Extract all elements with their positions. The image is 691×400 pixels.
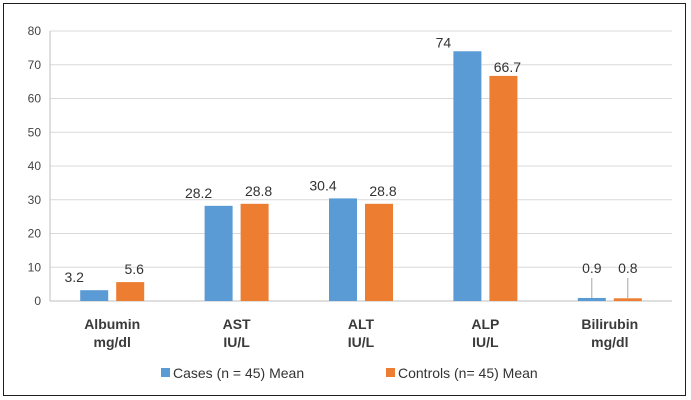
data-label: 28.8 <box>245 183 272 199</box>
bar-cases <box>577 297 606 301</box>
x-category-label: IU/L <box>472 334 499 350</box>
bar-controls <box>240 203 269 301</box>
data-label: 28.8 <box>369 183 396 199</box>
legend-label: Cases (n = 45) Mean <box>173 365 304 381</box>
y-tick-label: 80 <box>28 24 42 38</box>
y-tick-label: 40 <box>28 159 42 173</box>
data-label: 0.9 <box>582 260 602 276</box>
bar-controls <box>489 75 518 301</box>
data-label: 28.2 <box>185 185 212 201</box>
x-category-label: Bilirubin <box>581 316 638 332</box>
y-tick-label: 10 <box>28 260 42 274</box>
x-category-label: IU/L <box>348 334 375 350</box>
bar-controls <box>365 203 393 301</box>
bar-controls <box>613 298 642 301</box>
y-tick-label: 70 <box>28 58 42 72</box>
bar-cases <box>453 51 482 301</box>
y-tick-label: 20 <box>28 227 42 241</box>
data-label: 5.6 <box>124 261 144 277</box>
bar-cases <box>329 198 357 301</box>
x-category-label: mg/dl <box>94 334 131 350</box>
x-category-label: mg/dl <box>591 334 628 350</box>
data-label: 30.4 <box>309 177 336 193</box>
x-category-label: IU/L <box>223 334 250 350</box>
y-tick-label: 50 <box>28 125 42 139</box>
x-category-label: ALP <box>471 316 499 332</box>
x-category-label: Albumin <box>84 316 140 332</box>
legend-swatch <box>161 368 170 377</box>
data-label: 3.2 <box>64 269 84 285</box>
legend-swatch <box>386 368 395 377</box>
data-label: 74 <box>436 34 452 50</box>
x-category-label: AST <box>223 316 251 332</box>
bar-controls <box>116 282 145 301</box>
y-tick-label: 0 <box>34 294 41 308</box>
bar-cases <box>80 290 109 301</box>
data-label: 0.8 <box>618 260 638 276</box>
legend-label: Controls (n= 45) Mean <box>398 365 538 381</box>
data-label: 66.7 <box>494 59 521 75</box>
x-category-label: ALT <box>348 316 375 332</box>
bar-cases <box>204 205 233 301</box>
y-tick-label: 60 <box>28 92 42 106</box>
y-tick-label: 30 <box>28 193 42 207</box>
